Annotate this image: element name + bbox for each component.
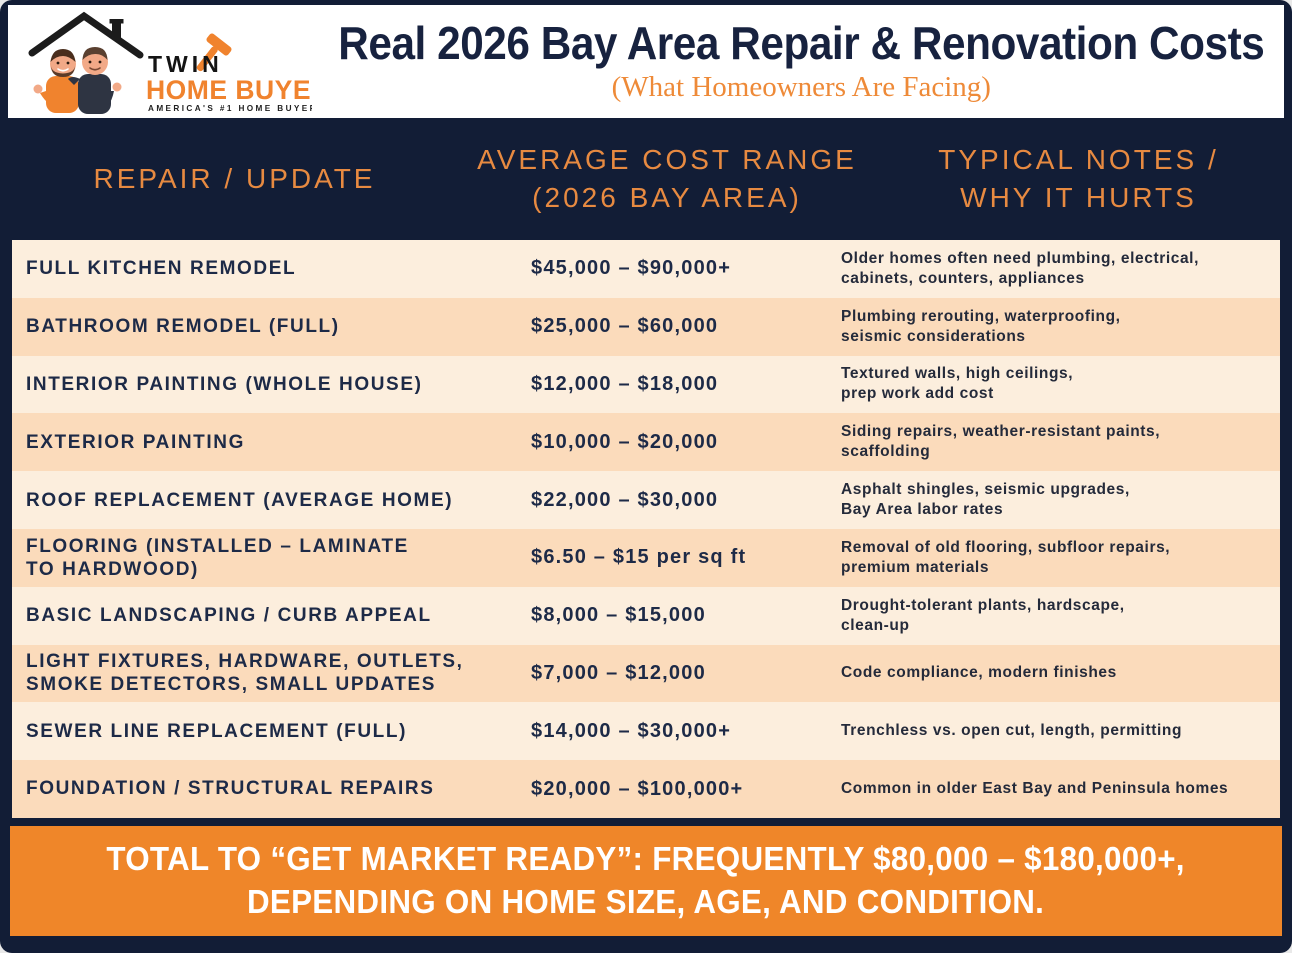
repair-item-label: LIGHT FIXTURES, HARDWARE, OUTLETS, SMOKE… [26, 651, 464, 696]
notes-text: Drought-tolerant plants, hardscape, clea… [841, 596, 1125, 634]
header-band: TWIN HOME BUYER AMERICA'S #1 HOME BUYER … [8, 5, 1284, 118]
repair-item-label: FLOORING (INSTALLED – LAMINATE TO HARDWO… [26, 535, 409, 580]
notes-text: Plumbing rerouting, waterproofing, seism… [841, 307, 1121, 345]
notes-text: Removal of old flooring, subfloor repair… [841, 538, 1171, 576]
table-row: EXTERIOR PAINTING $10,000 – $20,000 Sidi… [12, 413, 1280, 472]
hammer-icon [196, 32, 232, 71]
column-header-repair: REPAIR / UPDATE [93, 163, 376, 195]
column-headers: REPAIR / UPDATE AVERAGE COST RANGE (2026… [12, 118, 1280, 240]
repair-item-label: BATHROOM REMODEL (FULL) [26, 316, 340, 338]
cost-range-value: $7,000 – $12,000 [531, 661, 706, 684]
notes-text: Trenchless vs. open cut, length, permitt… [841, 722, 1183, 740]
twins-mascot-icon [33, 46, 122, 114]
house-roof-icon [28, 11, 144, 58]
page-title: Real 2026 Bay Area Repair & Renovation C… [338, 16, 1265, 69]
page-subtitle: (What Homeowners Are Facing) [611, 71, 991, 104]
total-banner-text: TOTAL TO “GET MARKET READY”: FREQUENTLY … [106, 840, 1186, 920]
repair-item-label: FOUNDATION / STRUCTURAL REPAIRS [26, 778, 435, 800]
repair-item-label: EXTERIOR PAINTING [26, 431, 245, 453]
table-row: INTERIOR PAINTING (WHOLE HOUSE) $12,000 … [12, 355, 1280, 414]
brand-logo: TWIN HOME BUYER AMERICA'S #1 HOME BUYER [8, 9, 330, 115]
table-row: FULL KITCHEN REMODEL $45,000 – $90,000+ … [12, 240, 1280, 298]
cost-range-value: $22,000 – $30,000 [531, 488, 719, 511]
table-row: ROOF REPLACEMENT (AVERAGE HOME) $22,000 … [12, 471, 1280, 529]
notes-text: Older homes often need plumbing, electri… [841, 249, 1199, 287]
repair-item-label: FULL KITCHEN REMODEL [26, 258, 297, 280]
notes-text: Asphalt shingles, seismic upgrades, Bay … [841, 480, 1130, 519]
notes-text: Textured walls, high ceilings, prep work… [841, 365, 1074, 403]
notes-text: Siding repairs, weather-resistant paints… [841, 423, 1161, 461]
cost-range-value: $20,000 – $100,000+ [531, 777, 744, 800]
brand-name-top: TWIN [148, 51, 223, 77]
title-block: Real 2026 Bay Area Repair & Renovation C… [298, 19, 1292, 104]
cost-range-value: $8,000 – $15,000 [531, 604, 706, 627]
notes-text: Code compliance, modern finishes [841, 664, 1117, 682]
repair-item-label: SEWER LINE REPLACEMENT (FULL) [26, 720, 407, 742]
repair-item-label: BASIC LANDSCAPING / CURB APPEAL [26, 605, 432, 627]
table-row: SEWER LINE REPLACEMENT (FULL) $14,000 – … [12, 702, 1280, 761]
cost-range-value: $12,000 – $18,000 [531, 372, 719, 395]
repair-item-label: ROOF REPLACEMENT (AVERAGE HOME) [26, 489, 454, 511]
notes-text: Common in older East Bay and Peninsula h… [841, 780, 1229, 797]
brand-tagline: AMERICA'S #1 HOME BUYER [148, 104, 312, 113]
table-row: FOUNDATION / STRUCTURAL REPAIRS $20,000 … [12, 760, 1280, 818]
column-header-cost: AVERAGE COST RANGE (2026 BAY AREA) [477, 144, 857, 213]
brand-name-bottom: HOME BUYER [146, 75, 312, 105]
table-row: BASIC LANDSCAPING / CURB APPEAL $8,000 –… [12, 586, 1280, 645]
repair-item-label: INTERIOR PAINTING (WHOLE HOUSE) [26, 373, 423, 395]
cost-range-value: $10,000 – $20,000 [531, 430, 719, 453]
cost-range-value: $14,000 – $30,000+ [531, 719, 732, 742]
cost-range-value: $6.50 – $15 per sq ft [531, 546, 747, 569]
cost-range-value: $25,000 – $60,000 [531, 315, 719, 338]
cost-range-value: $45,000 – $90,000+ [531, 257, 732, 280]
table-row: FLOORING (INSTALLED – LAMINATE TO HARDWO… [12, 528, 1280, 587]
table-row: BATHROOM REMODEL (FULL) $25,000 – $60,00… [12, 297, 1280, 356]
table-row: LIGHT FIXTURES, HARDWARE, OUTLETS, SMOKE… [12, 644, 1280, 703]
total-banner: TOTAL TO “GET MARKET READY”: FREQUENTLY … [10, 826, 1282, 936]
twin-home-buyer-logo-icon: TWIN HOME BUYER AMERICA'S #1 HOME BUYER [28, 11, 330, 114]
cost-table: FULL KITCHEN REMODEL $45,000 – $90,000+ … [12, 240, 1280, 818]
column-header-notes: TYPICAL NOTES / WHY IT HURTS [938, 144, 1219, 213]
